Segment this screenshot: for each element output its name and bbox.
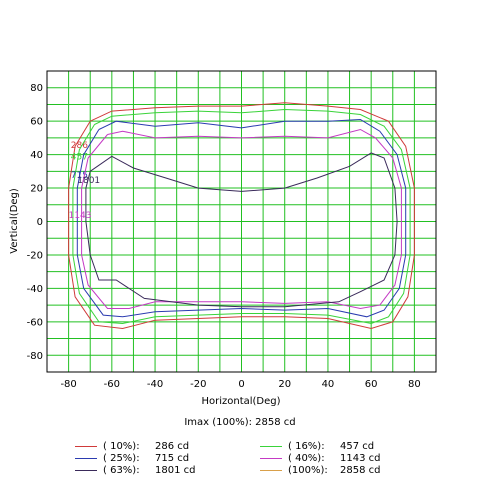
legend-percent: (100%): [288, 464, 328, 476]
x-tick-label: 60 [365, 379, 378, 390]
legend-value: 1143 cd [340, 452, 381, 464]
series-line-4 [85, 152, 398, 308]
x-tick-label: -60 [104, 379, 120, 390]
legend-item: ( 63%): 1801 cd [75, 464, 195, 476]
series-label-1: 457 [71, 153, 88, 163]
x-tick-label: 40 [322, 379, 335, 390]
y-tick-label: 0 [37, 217, 43, 228]
x-axis-label: Horizontal(Deg) [201, 396, 280, 407]
y-tick-label: -20 [27, 250, 43, 261]
x-tick-label: 0 [238, 379, 244, 390]
y-tick-label: 20 [30, 184, 43, 195]
x-tick-label: -20 [190, 379, 206, 390]
y-tick-label: 60 [30, 117, 43, 128]
series-line-3 [81, 128, 402, 310]
y-tick-label: -80 [27, 351, 43, 362]
legend-percent: ( 10%): [103, 440, 140, 452]
x-tick-label: -40 [147, 379, 163, 390]
legend-swatch [260, 445, 282, 447]
legend-item: ( 10%): 286 cd [75, 440, 189, 452]
legend-swatch [75, 469, 97, 471]
legend-percent: ( 16%): [288, 440, 325, 452]
x-tick-label: -80 [60, 379, 76, 390]
series-line-1 [72, 108, 411, 325]
legend-percent: ( 25%): [103, 452, 140, 464]
legend-value: 2858 cd [340, 464, 381, 476]
y-tick-label: 80 [30, 83, 43, 94]
x-tick-label: 20 [278, 379, 291, 390]
legend-swatch [260, 457, 282, 459]
legend-value: 286 cd [155, 440, 190, 452]
legend-item: ( 40%): 1143 cd [260, 452, 380, 464]
legend-value: 457 cd [340, 440, 375, 452]
imax-label: Imax (100%): 2858 cd [184, 417, 296, 428]
series-line-2 [76, 118, 407, 318]
series-label-2: 715 [71, 171, 88, 181]
legend-swatch [75, 445, 97, 447]
legend-value: 1801 cd [155, 464, 196, 476]
y-tick-label: -60 [27, 317, 43, 328]
y-axis-label: Vertical(Deg) [9, 188, 20, 254]
series-line-0 [68, 102, 415, 330]
legend-percent: ( 63%): [103, 464, 140, 476]
series-label-0: 286 [71, 141, 88, 151]
x-tick-label: 80 [408, 379, 421, 390]
legend-swatch [75, 457, 97, 459]
legend-percent: ( 40%): [288, 452, 325, 464]
series-label-3: 1143 [69, 211, 92, 221]
series-group: 286 457 715 1143 1801 [68, 102, 415, 330]
plot-frame [46, 70, 437, 373]
ticks: -80 -60 -40 -20 0 20 40 60 80 80 60 40 20 0 -20 -40 -60 -… [27, 83, 421, 390]
legend-value: 715 cd [155, 452, 190, 464]
legend-item: (100%): 2858 cd [260, 464, 380, 476]
series-label-4: 1801 [77, 176, 100, 186]
legend-swatch [260, 469, 282, 471]
legend-item: ( 25%): 715 cd [75, 452, 189, 464]
y-tick-label: -40 [27, 284, 43, 295]
legend-item: ( 16%): 457 cd [260, 440, 374, 452]
y-tick-label: 40 [30, 150, 43, 161]
